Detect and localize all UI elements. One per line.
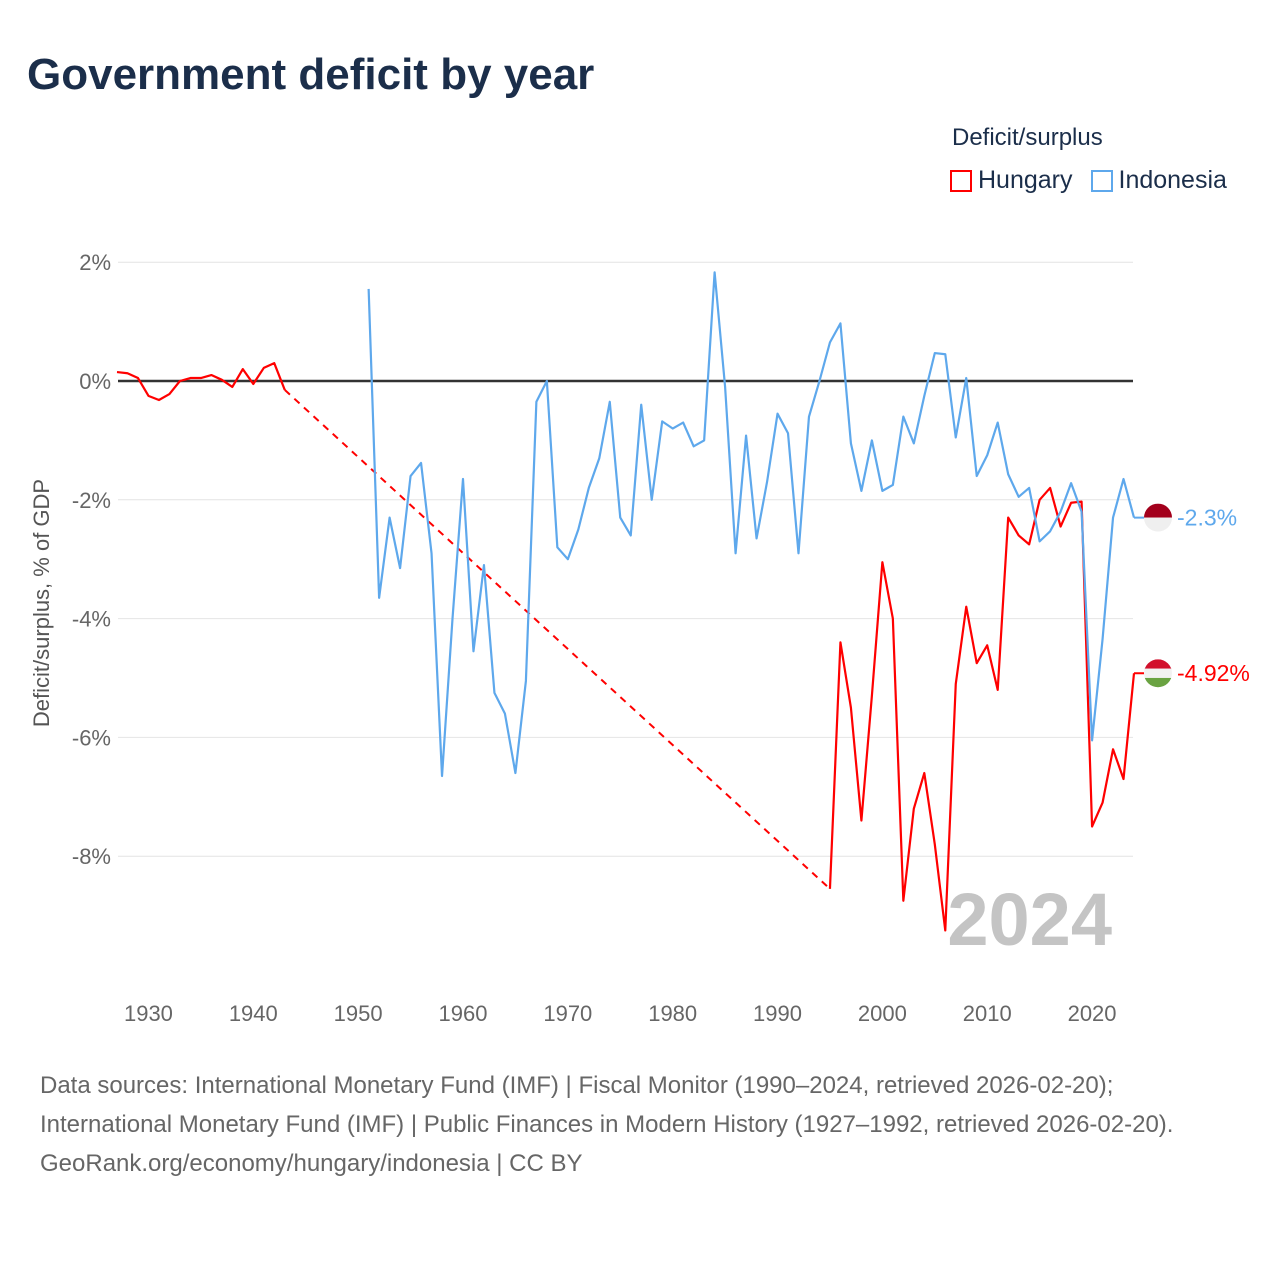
legend-swatch-indonesia	[1090, 169, 1113, 192]
flag-indonesia-icon	[1144, 503, 1172, 532]
x-tick-label: 1990	[753, 1001, 802, 1026]
legend-swatch-hungary	[950, 169, 972, 192]
chart-title: Government deficit by year	[27, 50, 595, 99]
y-tick-label: -4%	[72, 607, 111, 632]
x-tick-label: 1970	[543, 1001, 592, 1026]
legend: Hungary Indonesia	[950, 166, 1227, 195]
series-line-hungary	[828, 486, 1136, 932]
flag-hungary-icon	[1144, 659, 1172, 688]
y-tick-label: -6%	[72, 725, 111, 750]
end-label-hungary: -4.92%	[1177, 660, 1250, 686]
legend-label: Hungary	[978, 166, 1073, 194]
series-line-hungary	[116, 362, 286, 402]
x-tick-label: 1980	[648, 1001, 697, 1026]
y-tick-label: -8%	[72, 844, 111, 869]
legend-label: Indonesia	[1118, 166, 1227, 194]
y-tick-label: -2%	[72, 488, 111, 513]
x-tick-label: 1960	[439, 1001, 488, 1026]
year-watermark: 2024	[947, 878, 1112, 961]
x-tick-label: 2010	[963, 1001, 1012, 1026]
legend-item-hungary[interactable]: Hungary	[950, 166, 1073, 195]
y-tick-label: 2%	[79, 250, 111, 275]
x-tick-label: 1930	[124, 1001, 173, 1026]
x-tick-label: 2020	[1068, 1001, 1117, 1026]
credit-link[interactable]: GeoRank.org/economy/hungary/indonesia | …	[40, 1150, 583, 1177]
data-sources: Data sources: International Monetary Fun…	[40, 1072, 1174, 1138]
y-tick-label: 0%	[79, 369, 111, 394]
series-line-indonesia	[367, 271, 1136, 778]
end-label-indonesia: -2.3%	[1177, 505, 1237, 531]
x-tick-label: 1950	[334, 1001, 383, 1026]
x-tick-label: 2000	[858, 1001, 907, 1026]
legend-title: Deficit/surplus	[952, 124, 1103, 151]
footer: Data sources: International Monetary Fun…	[40, 1066, 1240, 1183]
legend-item-indonesia[interactable]: Indonesia	[1090, 166, 1227, 195]
x-tick-label: 1940	[229, 1001, 278, 1026]
